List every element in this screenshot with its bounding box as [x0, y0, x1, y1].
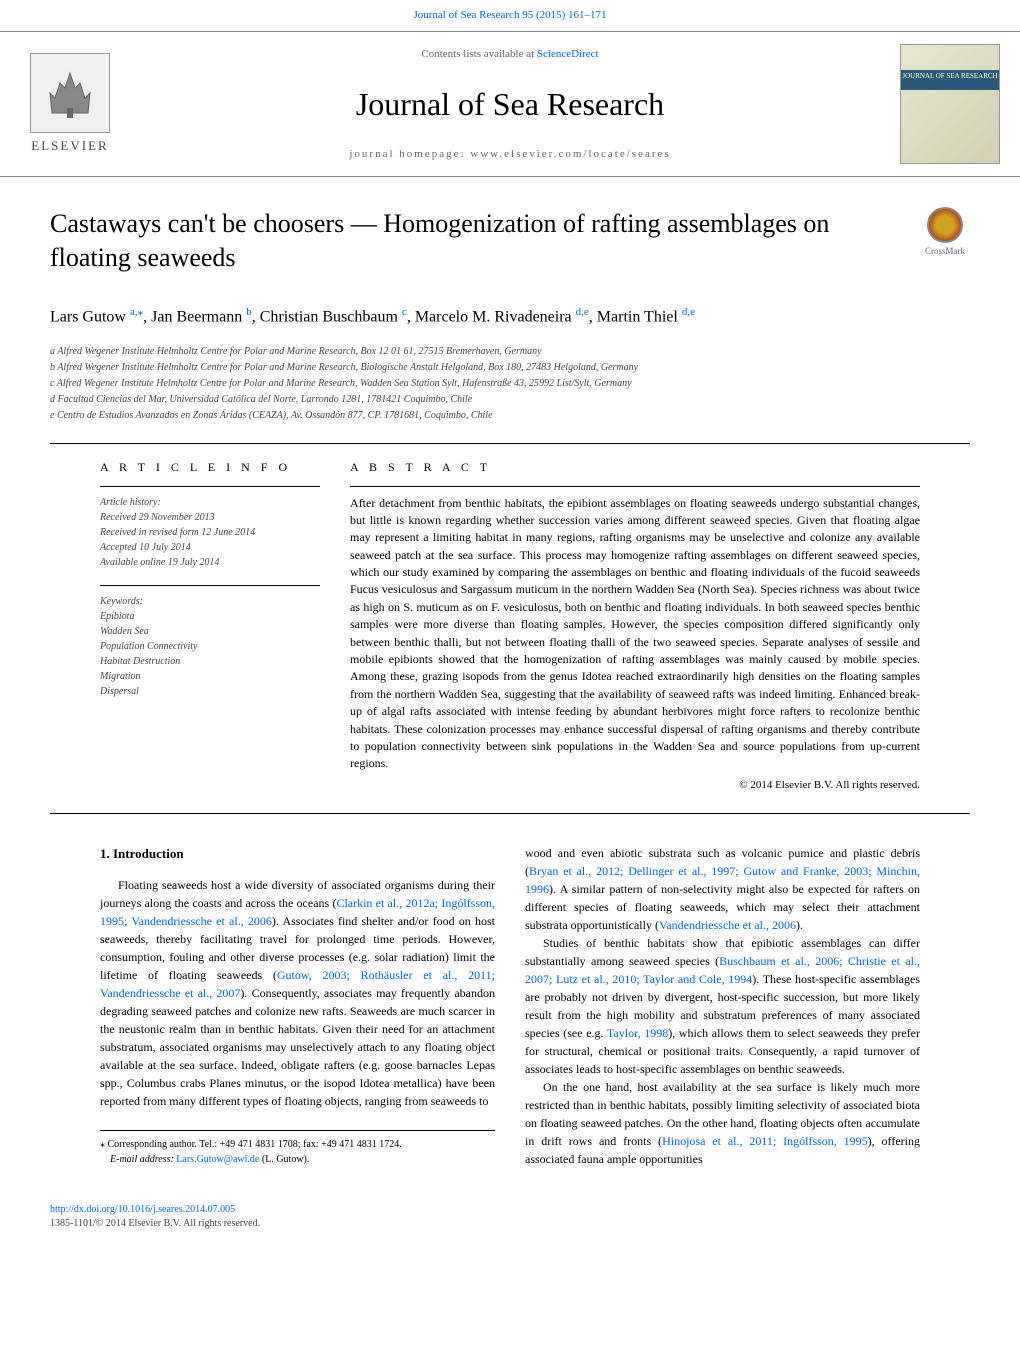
- abstract-heading: A B S T R A C T: [350, 459, 920, 476]
- body-column-right: wood and even abiotic substrata such as …: [525, 844, 920, 1168]
- corresponding-text: Corresponding author. Tel.: +49 471 4831…: [105, 1139, 402, 1150]
- citation[interactable]: Taylor, 1998: [607, 1026, 668, 1040]
- affiliation-line: d Facultad Ciencias del Mar, Universidad…: [50, 392, 970, 407]
- intro-para-2: Studies of benthic habitats show that ep…: [525, 934, 920, 1078]
- contents-line: Contents lists available at ScienceDirec…: [140, 47, 880, 62]
- elsevier-tree-icon: [30, 53, 110, 133]
- crossmark-label: CrossMark: [925, 245, 965, 258]
- keywords-label: Keywords:: [100, 594, 320, 609]
- author-name: , Marcelo M. Rivadeneira: [407, 308, 576, 325]
- article-title: Castaways can't be choosers — Homogeniza…: [50, 207, 900, 275]
- affiliations: a Alfred Wegener Institute Helmholtz Cen…: [0, 344, 1020, 423]
- journal-cover: JOURNAL OF SEA RESEARCH: [900, 44, 1000, 164]
- elsevier-text: ELSEVIER: [31, 137, 108, 155]
- crossmark-badge[interactable]: CrossMark: [920, 207, 970, 257]
- intro-heading: 1. Introduction: [100, 844, 495, 864]
- corresponding-author: ⁎ Corresponding author. Tel.: +49 471 48…: [100, 1130, 495, 1167]
- elsevier-logo: ELSEVIER: [20, 49, 120, 159]
- history-item: Accepted 10 July 2014: [100, 540, 320, 555]
- author-name: , Martin Thiel: [589, 308, 682, 325]
- author-name: , Christian Buschbaum: [252, 308, 402, 325]
- corresponding-email[interactable]: Lars.Gutow@awi.de: [176, 1154, 259, 1165]
- author-name: , Jan Beermann: [143, 308, 246, 325]
- keyword-item: Wadden Sea: [100, 624, 320, 639]
- citation[interactable]: Vandendriessche et al., 2006: [659, 918, 796, 932]
- journal-cover-bar: JOURNAL OF SEA RESEARCH: [901, 70, 999, 90]
- history-item: Available online 19 July 2014: [100, 555, 320, 570]
- affiliation-line: b Alfred Wegener Institute Helmholtz Cen…: [50, 360, 970, 375]
- contents-text: Contents lists available at: [421, 48, 536, 60]
- issn-copyright: 1385-1101/© 2014 Elsevier B.V. All right…: [50, 1217, 970, 1231]
- keyword-item: Dispersal: [100, 684, 320, 699]
- author-affiliation-marker: d,e: [576, 306, 589, 318]
- affiliation-line: e Centro de Estudios Avanzados en Zonas …: [50, 408, 970, 423]
- author-affiliation-marker: d,e: [682, 306, 695, 318]
- body-column-left: 1. Introduction Floating seaweeds host a…: [100, 844, 495, 1168]
- header-journal-ref: Journal of Sea Research 95 (2015) 161–17…: [0, 0, 1020, 31]
- sciencedirect-link[interactable]: ScienceDirect: [537, 48, 599, 60]
- article-info: A R T I C L E I N F O Article history: R…: [100, 459, 320, 793]
- citation[interactable]: Hinojosa et al., 2011; Ingólfsson, 1995: [662, 1134, 868, 1148]
- abstract-copyright: © 2014 Elsevier B.V. All rights reserved…: [350, 778, 920, 793]
- authors-line: Lars Gutow a,⁎, Jan Beermann b, Christia…: [0, 305, 1020, 329]
- journal-homepage: journal homepage: www.elsevier.com/locat…: [140, 147, 880, 162]
- keyword-item: Epibiota: [100, 609, 320, 624]
- affiliation-line: c Alfred Wegener Institute Helmholtz Cen…: [50, 376, 970, 391]
- journal-title: Journal of Sea Research: [140, 82, 880, 127]
- footer: http://dx.doi.org/10.1016/j.seares.2014.…: [0, 1188, 1020, 1246]
- history-label: Article history:: [100, 495, 320, 510]
- doi-link[interactable]: http://dx.doi.org/10.1016/j.seares.2014.…: [50, 1204, 235, 1215]
- journal-header: ELSEVIER Contents lists available at Sci…: [0, 31, 1020, 177]
- crossmark-icon: [927, 207, 963, 242]
- affiliation-line: a Alfred Wegener Institute Helmholtz Cen…: [50, 344, 970, 359]
- info-heading: A R T I C L E I N F O: [100, 459, 320, 476]
- abstract-text: After detachment from benthic habitats, …: [350, 486, 920, 773]
- author-name: Lars Gutow: [50, 308, 130, 325]
- keyword-item: Migration: [100, 669, 320, 684]
- intro-para-1: Floating seaweeds host a wide diversity …: [100, 876, 495, 1110]
- abstract: A B S T R A C T After detachment from be…: [350, 459, 920, 793]
- keyword-item: Habitat Destruction: [100, 654, 320, 669]
- keyword-item: Population Connectivity: [100, 639, 320, 654]
- history-item: Received 29 November 2013: [100, 510, 320, 525]
- history-item: Received in revised form 12 June 2014: [100, 525, 320, 540]
- email-suffix: (L. Gutow).: [259, 1154, 309, 1165]
- email-label: E-mail address:: [110, 1154, 176, 1165]
- intro-para-3: On the one hand, host availability at th…: [525, 1078, 920, 1168]
- author-affiliation-marker: a,⁎: [130, 306, 143, 318]
- intro-para-1-cont: wood and even abiotic substrata such as …: [525, 844, 920, 934]
